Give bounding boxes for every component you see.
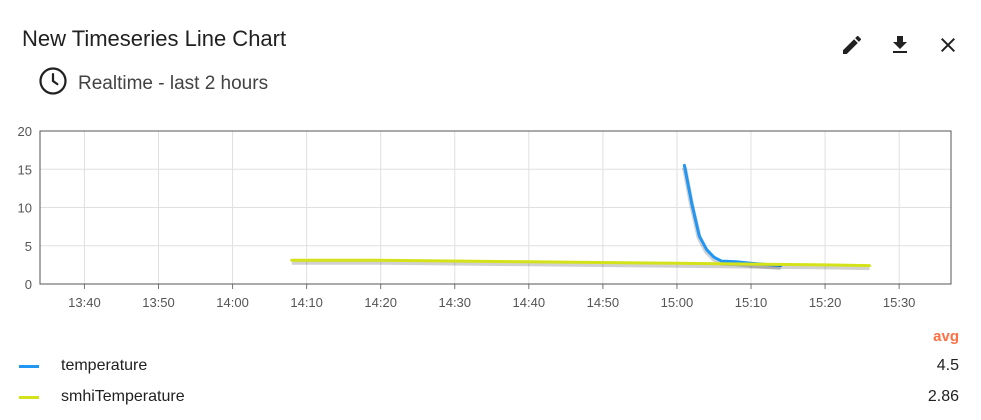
x-tick-label: 14:00 [216,295,249,310]
edit-button[interactable] [833,30,871,64]
series-line-smhitemperature [290,258,871,268]
x-tick-label: 15:30 [883,295,916,310]
y-tick-label: 20 [18,124,32,139]
close-icon [936,33,960,62]
timewindow-label: Realtime - last 2 hours [78,72,269,94]
x-tick-label: 14:50 [587,295,620,310]
legend-item-smhitemperature[interactable]: smhiTemperature 2.86 [0,384,981,410]
widget-title: New Timeseries Line Chart [22,26,287,51]
x-tick-label: 15:10 [735,295,768,310]
x-tick-label: 13:40 [68,295,101,310]
download-icon [888,33,912,62]
y-tick-label: 5 [25,239,32,254]
legend-item-name: smhiTemperature [61,388,185,405]
x-tick-label: 14:30 [438,295,471,310]
legend-swatch [19,364,39,368]
x-tick-label: 14:10 [290,295,323,310]
y-tick-label: 10 [18,201,32,216]
x-tick-label: 15:00 [661,295,694,310]
line-chart: 0 5 10 15 20 13:40 13:50 14:00 14:10 14:20 14:30 14… [18,124,952,310]
y-tick-label: 15 [18,162,32,177]
legend-header-avg: avg [933,328,959,345]
plot-frame [39,130,952,285]
series-shadow [291,259,870,271]
timewindow-selector[interactable]: Realtime - last 2 hours [38,66,268,101]
x-tick-label: 14:40 [513,295,546,310]
pencil-icon [840,33,864,62]
download-button[interactable] [881,30,919,64]
close-button[interactable] [929,30,967,64]
x-tick-label: 15:20 [809,295,842,310]
legend-item-temperature[interactable]: temperature 4.5 [0,353,981,379]
legend-item-avg: 4.5 [936,357,959,374]
clock-icon [38,66,68,101]
legend-swatch [19,395,39,399]
y-tick-label: 0 [25,277,32,292]
series-shadow [681,166,781,271]
series-line-temperature [682,163,783,268]
x-tick-label: 13:50 [142,295,175,310]
legend-item-avg: 2.86 [927,388,959,405]
x-tick-label: 14:20 [364,295,397,310]
widget-actions [833,30,967,64]
legend-item-name: temperature [61,357,148,374]
